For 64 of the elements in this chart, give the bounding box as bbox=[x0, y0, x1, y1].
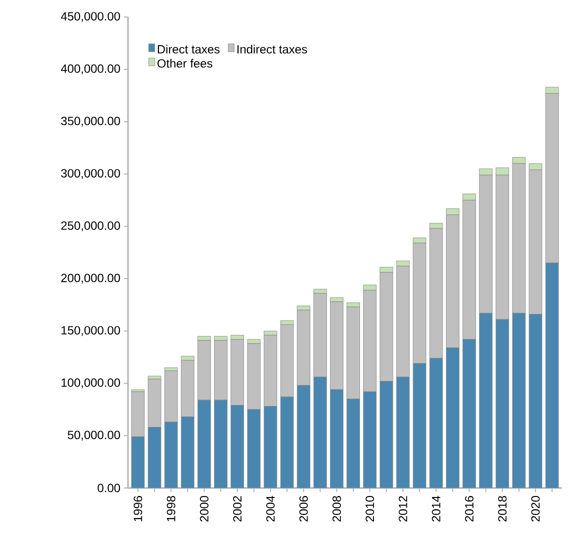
bar bbox=[198, 340, 211, 400]
x-tick-label: 1998 bbox=[166, 496, 176, 522]
y-tick-label: 200,000.00 bbox=[61, 274, 120, 284]
bar bbox=[230, 405, 244, 488]
x-tick-label: 2006 bbox=[299, 496, 308, 522]
bar bbox=[180, 416, 194, 488]
bar bbox=[479, 313, 492, 488]
bar bbox=[247, 409, 261, 488]
bar bbox=[528, 314, 542, 488]
bar bbox=[164, 370, 178, 422]
y-tick-label: 350,000.00 bbox=[61, 116, 120, 127]
bar bbox=[346, 398, 360, 488]
y-tick-label: 250,000.00 bbox=[61, 221, 120, 232]
x-tick-label: 2012 bbox=[398, 496, 408, 522]
x-tick-label: 2016 bbox=[465, 496, 474, 522]
x-tick-label: 2010 bbox=[366, 496, 374, 522]
bar bbox=[164, 422, 178, 488]
legend-label: Other fees bbox=[157, 58, 212, 68]
y-tick-label: 400,000.00 bbox=[60, 64, 120, 74]
bar bbox=[214, 340, 228, 400]
bar bbox=[148, 378, 162, 428]
y-tick-label: 300,000.00 bbox=[61, 169, 120, 179]
x-tick-label: 1996 bbox=[134, 496, 142, 522]
y-tick-label: 150,000.00 bbox=[62, 326, 120, 336]
bar bbox=[214, 400, 228, 488]
y-tick-label: 0.00 bbox=[98, 484, 120, 492]
bar bbox=[429, 358, 443, 488]
x-tick-label: 2002 bbox=[233, 496, 242, 522]
bar bbox=[296, 310, 310, 386]
y-tick-label: 450,000.00 bbox=[60, 12, 120, 22]
x-tick-label: 2020 bbox=[531, 496, 540, 522]
bar bbox=[496, 319, 510, 488]
bar bbox=[313, 376, 327, 488]
bar bbox=[396, 376, 410, 488]
bar bbox=[545, 262, 559, 488]
legend-label: Indirect taxes bbox=[237, 44, 308, 54]
y-tick-label: 100,000.00 bbox=[62, 378, 120, 388]
bar bbox=[446, 348, 460, 488]
bar bbox=[363, 392, 377, 488]
x-tick-label: 2018 bbox=[498, 496, 507, 522]
x-tick-label: 2004 bbox=[266, 496, 275, 522]
x-tick-label: 2008 bbox=[332, 496, 341, 522]
bar bbox=[148, 427, 162, 488]
x-tick-label: 2014 bbox=[432, 496, 440, 522]
bar bbox=[313, 293, 327, 378]
bar bbox=[296, 385, 310, 488]
x-tick-label: 2000 bbox=[200, 496, 208, 522]
bar bbox=[330, 301, 344, 390]
bar bbox=[330, 389, 344, 488]
bar bbox=[512, 313, 526, 488]
bar bbox=[198, 400, 211, 488]
bar bbox=[280, 396, 294, 488]
y-tick-label: 50,000.00 bbox=[68, 430, 120, 441]
bar bbox=[264, 334, 278, 407]
bar bbox=[380, 381, 394, 488]
bar bbox=[346, 306, 360, 400]
bar bbox=[412, 363, 426, 488]
bar bbox=[180, 360, 194, 418]
bar bbox=[264, 406, 278, 488]
bar bbox=[230, 339, 244, 406]
bar bbox=[462, 339, 476, 488]
bar bbox=[247, 343, 261, 410]
bar bbox=[131, 436, 145, 488]
legend-label: Direct taxes bbox=[158, 44, 220, 54]
